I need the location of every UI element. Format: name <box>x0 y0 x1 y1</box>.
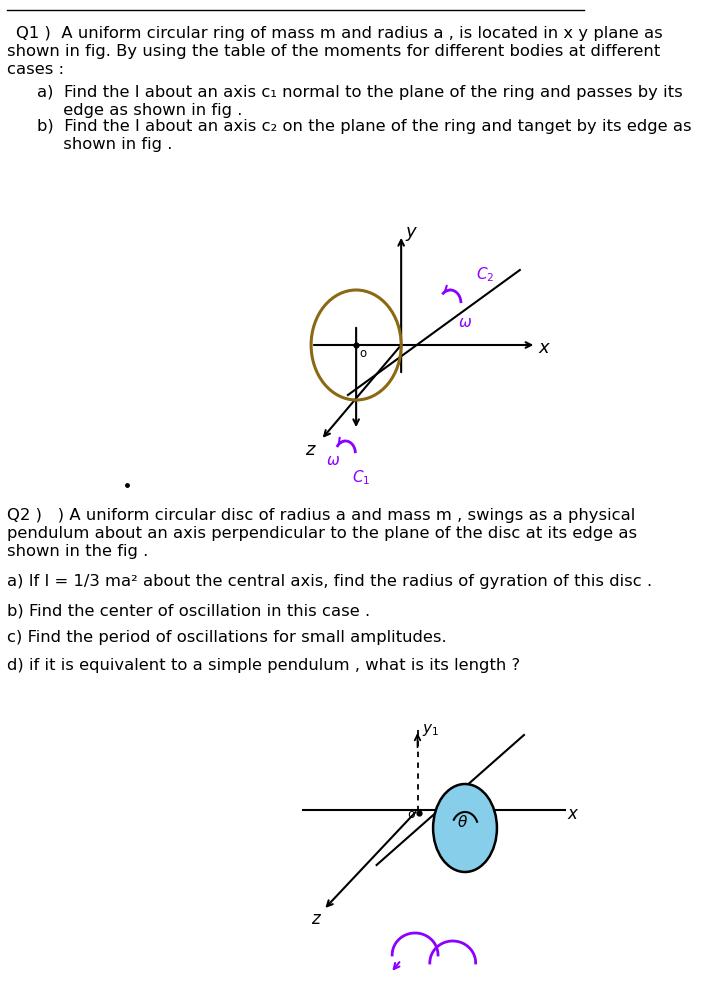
Text: a) If I = 1/3 ma² about the central axis, find the radius of gyration of this di: a) If I = 1/3 ma² about the central axis… <box>6 574 652 589</box>
Text: c) Find the period of oscillations for small amplitudes.: c) Find the period of oscillations for s… <box>6 630 446 645</box>
Text: $y_1$: $y_1$ <box>422 722 439 738</box>
Text: $\omega$: $\omega$ <box>459 315 472 330</box>
Text: shown in fig. By using the table of the moments for different bodies at differen: shown in fig. By using the table of the … <box>6 44 660 59</box>
Ellipse shape <box>433 784 497 872</box>
Text: pendulum about an axis perpendicular to the plane of the disc at its edge as: pendulum about an axis perpendicular to … <box>6 526 637 541</box>
Text: shown in the fig .: shown in the fig . <box>6 544 148 559</box>
Text: $\omega$: $\omega$ <box>326 453 340 468</box>
Text: Q1 )  A uniform circular ring of mass m and radius a , is located in x y plane a: Q1 ) A uniform circular ring of mass m a… <box>17 26 663 41</box>
Text: x: x <box>567 805 578 823</box>
Text: z: z <box>304 441 314 459</box>
Text: z: z <box>311 910 320 928</box>
Text: o: o <box>407 808 415 821</box>
Text: edge as shown in fig .: edge as shown in fig . <box>37 103 242 118</box>
Text: a)  Find the I about an axis c₁ normal to the plane of the ring and passes by it: a) Find the I about an axis c₁ normal to… <box>37 85 683 100</box>
Text: shown in fig .: shown in fig . <box>37 137 172 152</box>
Text: d) if it is equivalent to a simple pendulum , what is its length ?: d) if it is equivalent to a simple pendu… <box>6 658 520 673</box>
Text: $C_2$: $C_2$ <box>477 265 495 284</box>
Text: $C_1$: $C_1$ <box>352 468 371 487</box>
Text: o: o <box>359 347 366 360</box>
Text: Q2 )   ) A uniform circular disc of radius a and mass m , swings as a physical: Q2 ) ) A uniform circular disc of radius… <box>6 508 634 523</box>
Text: cases :: cases : <box>6 62 63 77</box>
Text: b) Find the center of oscillation in this case .: b) Find the center of oscillation in thi… <box>6 604 370 619</box>
Text: $\theta$: $\theta$ <box>457 814 468 830</box>
Text: y: y <box>405 223 416 241</box>
Text: x: x <box>539 339 549 357</box>
Text: b)  Find the I about an axis c₂ on the plane of the ring and tanget by its edge : b) Find the I about an axis c₂ on the pl… <box>37 119 691 134</box>
